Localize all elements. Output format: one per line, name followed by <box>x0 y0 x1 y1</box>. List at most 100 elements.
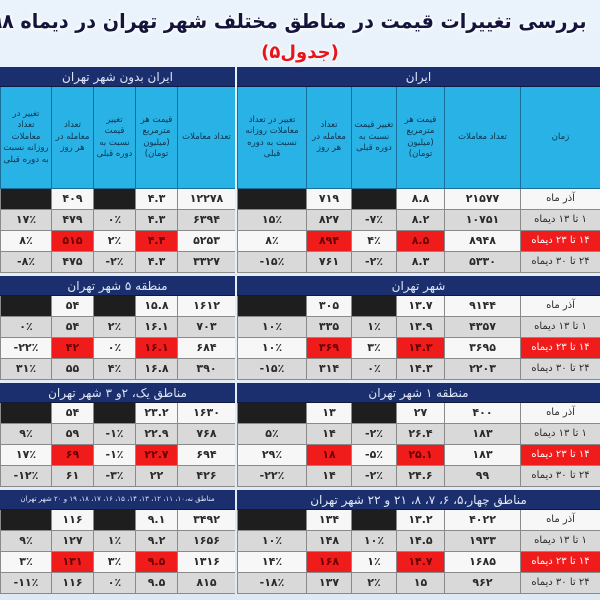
period-cell: ۱ تا ۱۳ دیماه <box>520 424 600 444</box>
value-cell: ۵۱۵ <box>51 231 93 251</box>
table-row: ۱ تا ۱۳ دیماه ۱۸۳ ۲۶.۴ -۲٪ ۱۴ ۵٪ <box>237 424 600 445</box>
value-cell: ۴۷۵ <box>51 252 93 272</box>
value-cell: ۱۱۶ <box>51 573 93 593</box>
period-cell: آذر ماه <box>520 296 600 316</box>
value-cell: ۱۶۳۰ <box>177 403 235 423</box>
value-cell: ۰٪ <box>93 210 135 230</box>
value-cell: ۵۵ <box>51 359 93 379</box>
value-cell: ۴۲ <box>51 338 93 358</box>
empty-cell <box>0 296 51 316</box>
table-row: ۱۴ تا ۲۳ دیماه ۱۸۳ ۲۵.۱ -۵٪ ۱۸ ۲۹٪ <box>237 445 600 466</box>
empty-cell <box>0 510 51 530</box>
value-cell: ۱۳۷ <box>306 573 351 593</box>
value-cell: ۱۰٪ <box>237 317 306 337</box>
right-table-3: مناطق چهار،۵، ۶، ۷، ۸، ۲۱ و ۲۲ شهر تهران… <box>237 490 600 594</box>
column-header: تعداد معاملات <box>444 87 520 188</box>
table-row: ۷۰۳ ۱۶.۱ ۲٪ ۵۴ ۰٪ <box>0 317 235 338</box>
value-cell: ۹.۱ <box>135 510 177 530</box>
value-cell: ۲۳.۲ <box>135 403 177 423</box>
value-cell: ۸٪ <box>0 231 51 251</box>
value-cell: ۱۸ <box>306 445 351 465</box>
value-cell: -۲۲٪ <box>237 466 306 486</box>
value-cell: ۲۲۰۳ <box>444 359 520 379</box>
empty-cell <box>0 403 51 423</box>
value-cell: -۱٪ <box>93 424 135 444</box>
value-cell: -۳٪ <box>93 466 135 486</box>
value-cell: ۱۳.۹ <box>396 317 444 337</box>
column-header: قیمت هر مترمربع (میلیون تومان) <box>396 87 444 188</box>
value-cell: ۳۰۵ <box>306 296 351 316</box>
table-row: ۱۶۱۲ ۱۵.۸ ۵۴ <box>0 296 235 317</box>
value-cell: ۲۱۵۷۷ <box>444 189 520 209</box>
value-cell: ۲٪ <box>93 231 135 251</box>
value-cell: ۰٪ <box>93 573 135 593</box>
right-table-1: شهر تهران آذر ماه ۹۱۴۴ ۱۳.۷ ۳۰۵ ۱ تا ۱۳ دیماه… <box>237 276 600 380</box>
table-row: ۱ تا ۱۳ دیماه ۱۰۷۵۱ ۸.۲ -۷٪ ۸۲۷ ۱۵٪ <box>237 210 600 231</box>
table-row: آذر ماه ۴۰۰ ۲۷ ۱۳ <box>237 403 600 424</box>
value-cell: ۲۷ <box>396 403 444 423</box>
period-cell: ۱ تا ۱۳ دیماه <box>520 317 600 337</box>
column-header: زمان <box>520 87 600 188</box>
left-table-3: مناطق نه،۱۰، ۱۱، ۱۲، ۱۳، ۱۴، ۱۵، ۱۶، ۱۷،… <box>0 490 235 594</box>
value-cell: ۸۹۴۸ <box>444 231 520 251</box>
value-cell: -۱۵٪ <box>237 359 306 379</box>
period-cell: ۲۴ تا ۳۰ دیماه <box>520 573 600 593</box>
value-cell: -۱۵٪ <box>237 252 306 272</box>
value-cell: ۱۶۸ <box>306 552 351 572</box>
column-header: تغییر در تعداد معاملات روزانه نسبت به دو… <box>0 87 51 188</box>
value-cell: ۱٪ <box>351 317 396 337</box>
value-cell: ۳۳۲۷ <box>177 252 235 272</box>
table-row: ۱۳۱۶ ۹.۵ ۳٪ ۱۳۱ ۳٪ <box>0 552 235 573</box>
value-cell: ۷۰۳ <box>177 317 235 337</box>
period-cell: ۲۴ تا ۳۰ دیماه <box>520 252 600 272</box>
table-row: ۱۴ تا ۲۳ دیماه ۸۹۴۸ ۸.۵ ۴٪ ۸۹۴ ۸٪ <box>237 231 600 252</box>
empty-cell <box>237 510 306 530</box>
table-row: آذر ماه ۲۱۵۷۷ ۸.۸ ۷۱۹ <box>237 189 600 210</box>
value-cell: ۱۴ <box>306 466 351 486</box>
value-cell: ۸.۵ <box>396 231 444 251</box>
value-cell: ۱۶۵۶ <box>177 531 235 551</box>
left-table-0: ایران بدون شهر تهران تعداد معاملات قیمت هر… <box>0 67 235 273</box>
value-cell: ۸.۸ <box>396 189 444 209</box>
value-cell: ۶۸۴ <box>177 338 235 358</box>
value-cell: ۴.۳ <box>135 252 177 272</box>
period-cell: آذر ماه <box>520 510 600 530</box>
value-cell: ۱۷٪ <box>0 445 51 465</box>
value-cell: ۴۳۵۷ <box>444 317 520 337</box>
empty-cell <box>237 189 306 209</box>
value-cell: ۵۹ <box>51 424 93 444</box>
value-cell: ۴۷۹ <box>51 210 93 230</box>
value-cell: ۰٪ <box>0 317 51 337</box>
value-cell: ۹٪ <box>0 424 51 444</box>
section-title: ایران بدون شهر تهران <box>0 67 235 87</box>
page-title: بررسی تغییرات قیمت در مناطق مختلف شهر ته… <box>0 9 587 33</box>
value-cell: ۴.۳ <box>135 189 177 209</box>
value-cell: ۲۹٪ <box>237 445 306 465</box>
value-cell: ۵٪ <box>237 424 306 444</box>
column-header: تعداد معامله در هر روز <box>51 87 93 188</box>
value-cell: ۱۴٪ <box>237 552 306 572</box>
value-cell: ۱۳۱۶ <box>177 552 235 572</box>
value-cell: ۱۶.۸ <box>135 359 177 379</box>
section-title: مناطق یک، ۲و ۳ شهر تهران <box>0 383 235 403</box>
section-title: مناطق چهار،۵، ۶، ۷، ۸، ۲۱ و ۲۲ شهر تهران <box>237 490 600 510</box>
table-row: ۱۴ تا ۲۳ دیماه ۳۶۹۵ ۱۴.۳ ۳٪ ۳۶۹ ۱۰٪ <box>237 338 600 359</box>
column-header: تعداد معاملات <box>177 87 235 188</box>
table-row: ۱۲۲۷۸ ۴.۳ ۴۰۹ <box>0 189 235 210</box>
value-cell: -۱٪ <box>93 445 135 465</box>
value-cell: ۲۲ <box>135 466 177 486</box>
table-row: ۴۲۶ ۲۲ -۳٪ ۶۱ -۱۲٪ <box>0 466 235 487</box>
value-cell: -۲٪ <box>351 424 396 444</box>
value-cell: ۷۶۸ <box>177 424 235 444</box>
column-header: قیمت هر مترمربع (میلیون تومان) <box>135 87 177 188</box>
value-cell: ۲۲.۹ <box>135 424 177 444</box>
value-cell: ۱٪ <box>93 531 135 551</box>
value-cell: ۴٪ <box>93 359 135 379</box>
value-cell: ۶۹۴ <box>177 445 235 465</box>
value-cell: ۲٪ <box>351 573 396 593</box>
period-cell: ۱۴ تا ۲۳ دیماه <box>520 338 600 358</box>
value-cell: ۵۴ <box>51 317 93 337</box>
table-row: ۱۴ تا ۲۳ دیماه ۱۶۸۵ ۱۴.۷ ۱٪ ۱۶۸ ۱۴٪ <box>237 552 600 573</box>
right-table-0: ایران زمان تعداد معاملات قیمت هر مترمربع (م… <box>237 67 600 273</box>
table-row: ۳۹۰ ۱۶.۸ ۴٪ ۵۵ ۳۱٪ <box>0 359 235 380</box>
